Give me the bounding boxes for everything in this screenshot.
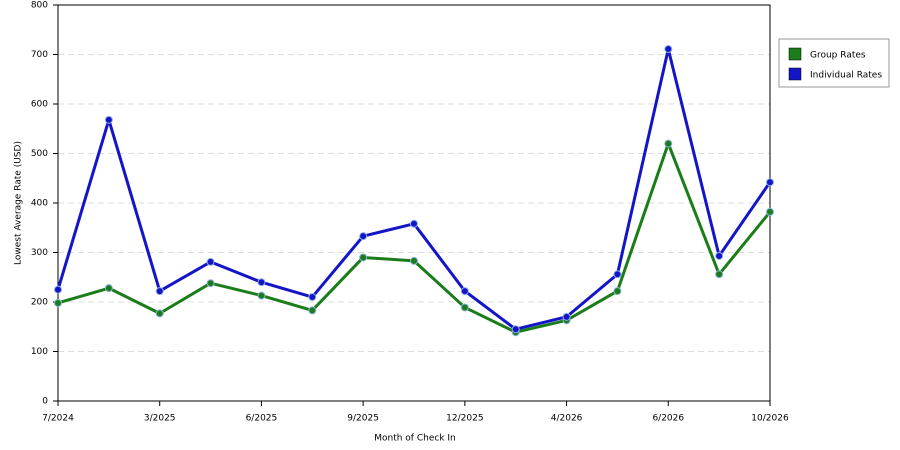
data-point (206, 279, 215, 288)
data-point (562, 312, 571, 321)
data-point (664, 45, 673, 54)
data-point (613, 287, 622, 296)
data-point (410, 256, 418, 265)
data-point (359, 232, 368, 241)
x-tick-label: 7/2024 (42, 414, 74, 424)
data-point (206, 257, 215, 266)
x-tick-label: 10/2026 (751, 414, 789, 424)
y-tick-label: 400 (31, 199, 48, 209)
y-tick-label: 200 (31, 298, 48, 308)
legend-label: Individual Rates (810, 71, 882, 81)
x-tick-label: 12/2025 (446, 414, 483, 424)
y-tick-label: 0 (42, 397, 48, 407)
data-point (664, 139, 673, 148)
legend-label: Group Rates (810, 51, 866, 61)
data-point (766, 178, 774, 187)
x-tick-label: 3/2025 (144, 414, 176, 424)
plot-frame (57, 4, 771, 402)
x-tick-label: 9/2025 (347, 414, 379, 424)
data-point (308, 306, 317, 315)
data-point (410, 219, 418, 228)
y-tick-label: 300 (31, 248, 48, 258)
data-point (155, 287, 164, 296)
legend-swatch (788, 47, 802, 61)
data-point (104, 115, 113, 124)
x-axis-label: Month of Check In (374, 434, 456, 444)
data-point (155, 309, 164, 318)
data-point (460, 303, 469, 312)
data-point (54, 298, 62, 307)
y-tick-label: 800 (31, 1, 48, 11)
data-point (511, 325, 520, 334)
data-point (613, 270, 622, 279)
x-tick-label: 6/2025 (246, 414, 278, 424)
data-point (257, 291, 266, 300)
legend-swatch (788, 67, 802, 81)
y-tick-label: 500 (31, 149, 48, 159)
x-tick-label: 4/2026 (551, 414, 583, 424)
data-point (257, 278, 266, 287)
data-point (308, 293, 317, 302)
data-point (766, 207, 774, 216)
y-axis-label: Lowest Average Rate (USD) (14, 141, 24, 265)
y-tick-label: 100 (31, 347, 48, 357)
data-point (715, 251, 724, 260)
data-point (359, 253, 368, 262)
x-tick-label: 6/2026 (652, 414, 684, 424)
data-point (460, 287, 469, 296)
data-point (104, 284, 113, 293)
y-tick-label: 600 (31, 100, 48, 110)
data-point (54, 285, 62, 294)
y-tick-label: 700 (31, 50, 48, 60)
data-point (715, 270, 724, 279)
